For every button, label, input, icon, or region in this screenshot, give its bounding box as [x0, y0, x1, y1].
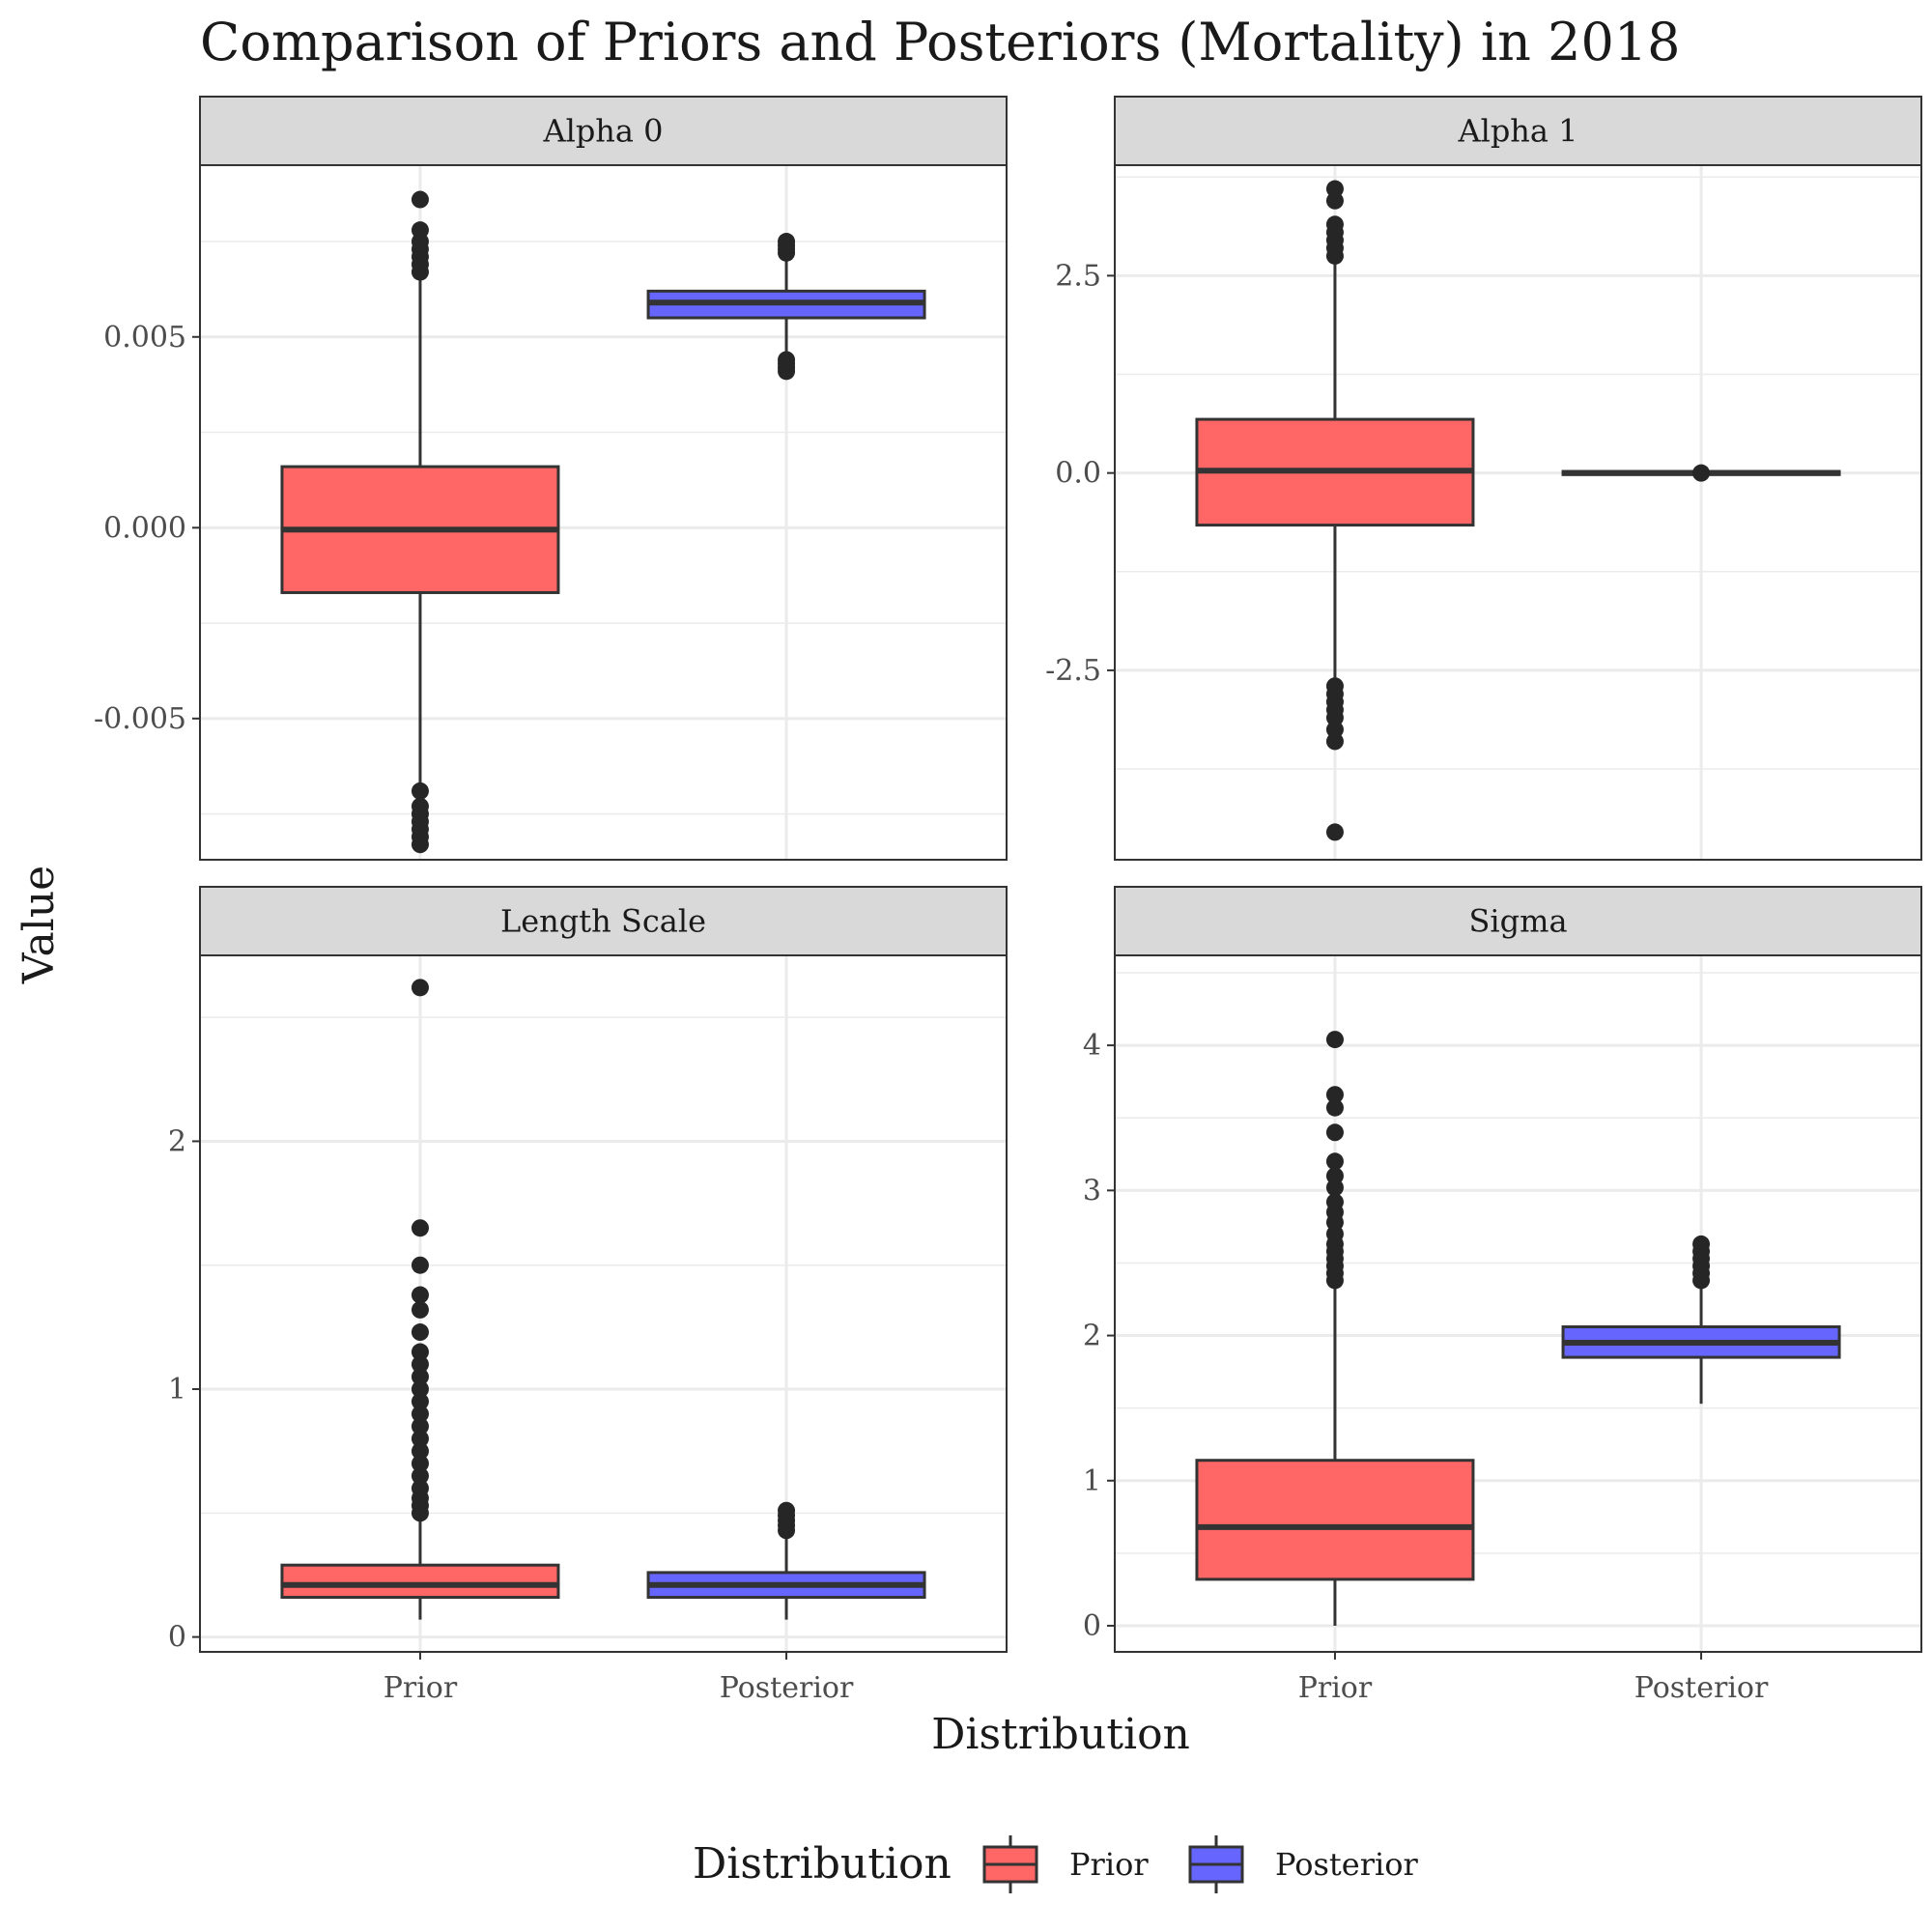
facet-alpha-0: Alpha 0 -0.005 0.000 0.005 — [94, 96, 1008, 861]
y-tick-label: 0.000 — [103, 511, 186, 545]
outlier-point — [411, 1430, 429, 1448]
outlier-point — [411, 1368, 429, 1386]
outlier-point — [411, 190, 429, 209]
outlier-point — [1325, 1123, 1344, 1142]
outlier-point — [411, 1355, 429, 1374]
y-tick-label: 0 — [1083, 1609, 1101, 1643]
x-tick-label: Prior — [1298, 1671, 1373, 1705]
y-tick-label: 2.5 — [1055, 259, 1101, 293]
facet-strip-label: Alpha 1 — [1457, 113, 1577, 150]
facet-strip-label: Length Scale — [500, 903, 706, 940]
facet-strip — [1114, 96, 1922, 166]
outlier-point — [411, 1479, 429, 1497]
facet-strip — [199, 886, 1008, 956]
y-tick-label: -2.5 — [1045, 654, 1101, 688]
outlier-point — [411, 221, 429, 240]
x-tick-label: Posterior — [720, 1671, 854, 1705]
box-sigma-posterior — [1561, 1235, 1841, 1405]
outlier-point — [411, 797, 429, 815]
outlier-point — [411, 1300, 429, 1319]
x-tick-label: Posterior — [1634, 1671, 1769, 1705]
outlier-point — [1325, 1031, 1344, 1049]
outlier-point — [778, 351, 796, 369]
outlier-point — [411, 1343, 429, 1361]
legend-item-posterior: Posterior — [1188, 1835, 1419, 1893]
outlier-point — [411, 1323, 429, 1342]
outlier-point — [1325, 180, 1344, 198]
y-tick-label: 0.0 — [1055, 457, 1101, 491]
outlier-point — [411, 1466, 429, 1485]
outlier-point — [411, 1380, 429, 1399]
panel-border — [199, 954, 1008, 1653]
y-tick-label: 2 — [1083, 1320, 1101, 1353]
legend-label: Posterior — [1275, 1846, 1419, 1883]
legend-label: Prior — [1069, 1846, 1149, 1883]
y-tick-label: 1 — [1083, 1464, 1101, 1498]
y-tick-label: 0 — [168, 1621, 186, 1655]
box-sigma-prior — [1195, 1031, 1475, 1626]
x-axis-title: Distribution — [931, 1710, 1190, 1759]
outlier-point — [1692, 1235, 1711, 1253]
outlier-point — [411, 1442, 429, 1461]
facet-strip — [199, 96, 1008, 166]
facet-panels: Alpha 0 -0.005 0.000 0.005 Alpha 1 -2.5 0.0 2.5… — [94, 96, 1922, 1705]
box-iqr — [280, 1563, 560, 1600]
outlier-point — [411, 1417, 429, 1435]
outlier-point — [411, 1454, 429, 1472]
outlier-point — [411, 1405, 429, 1423]
outlier-point — [1325, 677, 1344, 696]
facet-strip-label: Alpha 0 — [542, 113, 663, 150]
box-alpha-0-posterior — [646, 233, 926, 381]
outlier-point — [411, 1256, 429, 1274]
box-iqr — [1195, 1459, 1475, 1581]
outlier-point — [1325, 1098, 1344, 1117]
x-tick-label: Prior — [384, 1671, 458, 1705]
panel-border — [199, 164, 1008, 861]
y-tick-label: 0.005 — [103, 321, 186, 355]
box-alpha-1-prior — [1195, 180, 1475, 841]
outlier-point — [778, 1501, 796, 1520]
outlier-point — [1325, 1167, 1344, 1185]
outlier-point — [411, 781, 429, 800]
box-alpha-1-posterior — [1561, 464, 1841, 482]
panel-border — [1114, 164, 1922, 861]
outlier-point — [1325, 1193, 1344, 1211]
box-alpha-0-prior — [280, 190, 560, 854]
facet-sigma: Sigma 0 1 2 3 4 Prior Posterior — [1083, 886, 1922, 1705]
y-tick-label: -0.005 — [94, 702, 186, 736]
outlier-point — [1325, 1086, 1344, 1104]
facet-strip-label: Sigma — [1468, 903, 1567, 940]
legend-item-prior: Prior — [982, 1835, 1149, 1893]
panel-border — [1114, 954, 1922, 1653]
y-tick-label: 3 — [1083, 1174, 1101, 1208]
outlier-point — [411, 979, 429, 997]
outlier-point — [1692, 464, 1711, 482]
y-tick-label: 4 — [1083, 1029, 1101, 1063]
outlier-point — [411, 1392, 429, 1410]
legend-title: Distribution — [693, 1839, 952, 1889]
outlier-point — [1325, 1152, 1344, 1171]
facet-alpha-1: Alpha 1 -2.5 0.0 2.5 — [1045, 96, 1922, 861]
facet-length-scale: Length Scale 0 1 2 Prior Posterior — [168, 886, 1008, 1705]
legend: Distribution Prior Posterior — [693, 1835, 1419, 1893]
facet-strip — [1114, 886, 1922, 956]
box-length-scale-posterior — [646, 1501, 926, 1620]
y-axis-title: Value — [14, 866, 64, 984]
y-tick-label: 1 — [168, 1373, 186, 1406]
panel-background — [200, 955, 1007, 1652]
y-tick-label: 2 — [168, 1124, 186, 1158]
outlier-point — [1325, 823, 1344, 841]
outlier-point — [778, 233, 796, 251]
chart-title: Comparison of Priors and Posteriors (Mor… — [200, 12, 1681, 72]
outlier-point — [1325, 215, 1344, 234]
outlier-point — [411, 1286, 429, 1304]
outlier-point — [411, 1219, 429, 1237]
box-length-scale-prior — [280, 979, 560, 1620]
